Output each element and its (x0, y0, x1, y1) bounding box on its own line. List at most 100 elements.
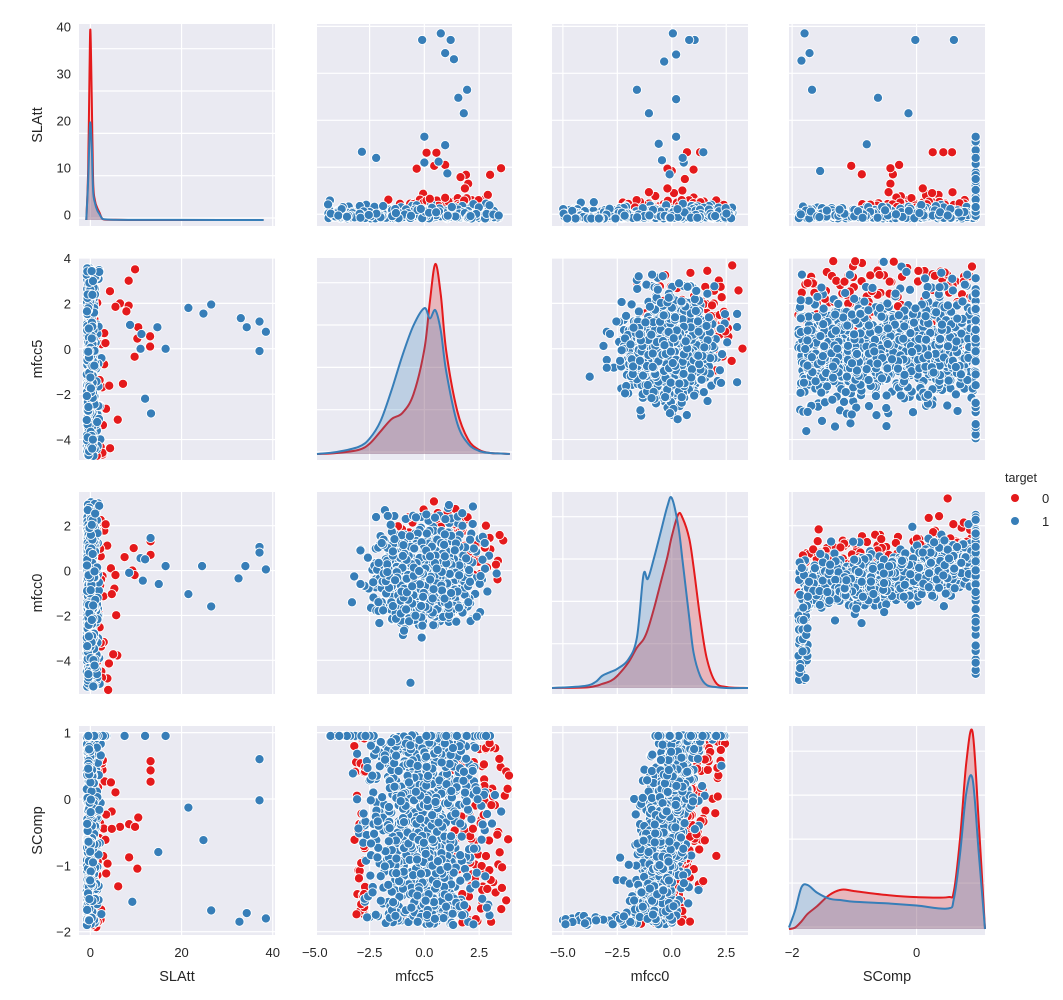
point-class-1 (160, 561, 171, 572)
y-tick-label: −4 (56, 433, 71, 448)
y-tick-label: 2 (64, 296, 71, 311)
point-class-1 (882, 339, 893, 350)
y-axis-label: mfcc5 (30, 340, 46, 379)
point-class-1 (920, 273, 931, 284)
point-class-1 (88, 681, 99, 692)
point-class-1 (709, 281, 720, 292)
point-class-1 (647, 269, 658, 280)
point-class-1 (833, 298, 844, 309)
panel-SLAtt-vs-mfcc0 (552, 24, 748, 226)
point-class-1 (818, 303, 829, 314)
point-class-1 (942, 300, 953, 311)
point-class-1 (952, 313, 963, 324)
point-class-1 (378, 200, 389, 212)
point-class-1 (653, 138, 664, 149)
point-class-1 (493, 210, 504, 221)
point-class-1 (660, 392, 671, 403)
point-class-0 (716, 292, 727, 303)
point-class-1 (819, 341, 830, 352)
panel-mfcc5-vs-mfcc0 (552, 257, 748, 460)
point-class-1 (801, 426, 812, 437)
point-class-0 (100, 338, 111, 349)
point-class-1 (83, 631, 94, 642)
point-class-1 (87, 443, 98, 454)
point-class-1 (136, 328, 147, 340)
point-class-0 (490, 559, 502, 570)
point-class-1 (260, 564, 271, 575)
point-class-1 (830, 309, 841, 320)
point-class-1 (840, 387, 851, 398)
point-class-1 (931, 307, 942, 318)
point-class-0 (104, 286, 116, 297)
point-class-1 (849, 329, 860, 340)
point-class-1 (882, 323, 893, 334)
point-class-1 (834, 204, 845, 215)
y-tick-label: 0 (64, 207, 71, 222)
point-class-1 (135, 343, 146, 354)
point-class-1 (970, 333, 981, 344)
point-class-1 (832, 343, 843, 354)
point-class-1 (898, 333, 909, 344)
point-class-1 (861, 139, 872, 150)
point-class-1 (861, 364, 872, 375)
point-class-1 (625, 339, 636, 350)
point-class-1 (962, 269, 973, 280)
point-class-1 (665, 346, 676, 357)
y-axis-label: SLAtt (30, 107, 46, 142)
point-class-1 (85, 372, 96, 383)
point-class-1 (921, 334, 932, 345)
point-class-1 (81, 390, 92, 402)
point-class-1 (874, 303, 885, 314)
point-class-1 (620, 388, 631, 399)
point-class-1 (89, 360, 100, 371)
point-class-1 (644, 210, 655, 221)
point-class-1 (795, 209, 806, 220)
point-class-1 (664, 408, 675, 419)
point-class-1 (465, 211, 476, 222)
point-class-1 (796, 55, 807, 66)
point-class-1 (83, 323, 94, 334)
point-class-1 (621, 310, 632, 321)
point-class-1 (970, 202, 981, 213)
point-class-1 (806, 84, 818, 95)
point-class-1 (604, 328, 616, 339)
point-class-1 (405, 210, 417, 221)
point-class-1 (206, 299, 217, 310)
point-class-1 (795, 387, 806, 398)
point-class-0 (105, 443, 116, 454)
point-class-1 (814, 212, 825, 223)
point-class-1 (619, 210, 630, 221)
point-class-1 (448, 54, 459, 65)
point-class-1 (631, 84, 642, 95)
point-class-1 (970, 184, 981, 195)
point-class-1 (83, 346, 94, 357)
y-tick-label: 40 (57, 19, 71, 34)
point-class-0 (455, 172, 466, 183)
point-class-1 (699, 342, 710, 353)
point-class-1 (89, 566, 100, 577)
point-class-1 (206, 601, 217, 612)
point-class-1 (680, 336, 691, 347)
point-class-0 (927, 188, 938, 199)
point-class-1 (667, 28, 678, 39)
point-class-1 (676, 296, 687, 307)
point-class-1 (92, 417, 103, 428)
point-class-1 (829, 421, 841, 432)
y-tick-label: −4 (56, 653, 71, 668)
point-class-1 (857, 212, 868, 223)
point-class-1 (812, 291, 823, 302)
panel-mfcc5-vs-SLAtt (79, 257, 275, 461)
point-class-1 (647, 348, 658, 359)
point-class-1 (678, 368, 689, 379)
point-class-1 (732, 377, 743, 388)
point-class-1 (907, 407, 919, 418)
point-class-0 (702, 265, 713, 276)
point-class-1 (876, 311, 887, 322)
point-class-1 (663, 292, 674, 303)
point-class-1 (895, 390, 906, 401)
point-class-1 (626, 299, 637, 310)
point-class-1 (947, 273, 958, 284)
point-class-0 (856, 169, 867, 180)
point-class-0 (104, 380, 115, 391)
point-class-1 (240, 561, 251, 572)
